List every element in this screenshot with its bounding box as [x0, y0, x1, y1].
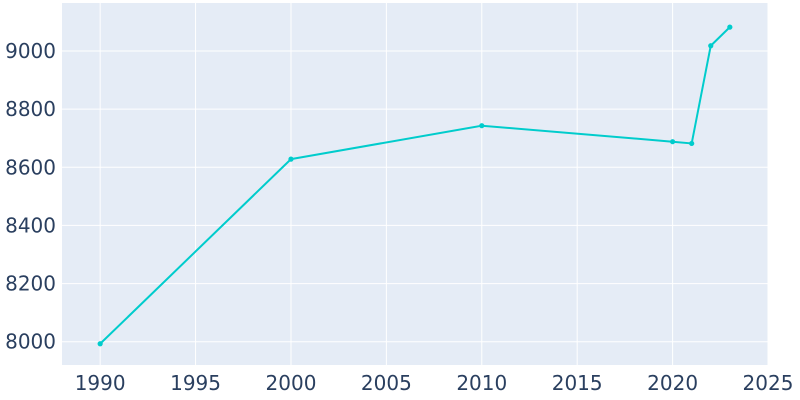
x-tick-label: 2020: [647, 371, 698, 395]
x-tick-label: 2025: [743, 371, 794, 395]
x-gridlines: [99, 3, 769, 365]
data-point: [727, 24, 733, 30]
y-tick-label: 8000: [5, 330, 56, 354]
series-group: [97, 24, 733, 347]
y-axis-ticks: 8000 8200 8400 8600 8800 9000: [5, 39, 56, 354]
x-tick-label: 2005: [361, 371, 412, 395]
y-tick-label: 8200: [5, 272, 56, 296]
y-gridlines: [62, 50, 768, 343]
y-tick-label: 8800: [5, 97, 56, 121]
y-tick-label: 9000: [5, 39, 56, 63]
data-point: [479, 123, 485, 129]
y-tick-label: 8400: [5, 213, 56, 237]
data-point: [669, 139, 676, 145]
data-point: [288, 156, 294, 162]
x-tick-label: 2015: [552, 371, 603, 395]
y-tick-label: 8600: [5, 155, 56, 179]
x-tick-label: 2010: [456, 371, 507, 395]
x-tick-label: 1995: [170, 371, 221, 395]
plot-area: [62, 3, 768, 365]
data-point: [97, 341, 103, 347]
x-axis-ticks: 1990 1995 2000 2005 2010 2015 2020 2025: [75, 371, 794, 395]
data-point: [689, 140, 695, 147]
x-tick-label: 2000: [266, 371, 317, 395]
x-tick-label: 1990: [75, 371, 126, 395]
data-point: [708, 43, 714, 49]
